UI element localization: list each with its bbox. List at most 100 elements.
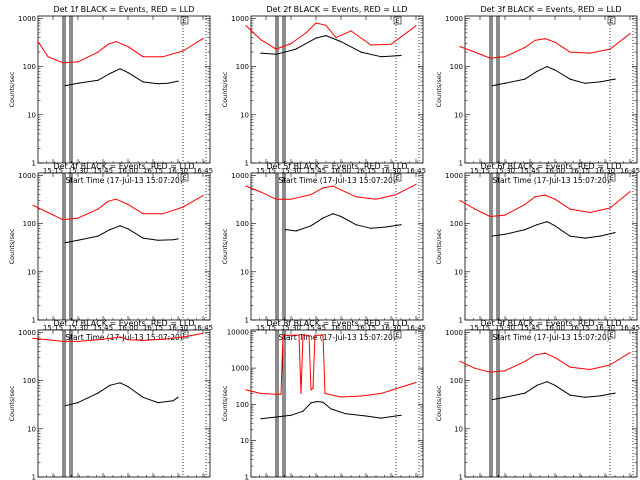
series-events-point [504,82,506,84]
series-lld-point [609,48,611,50]
series-events-point [400,414,402,416]
series-lld-point [275,393,277,395]
series-lld-point [534,354,536,356]
chart-title: Det 1f BLACK = Events, RED = LLD [53,5,194,14]
x-tick-label: 16:00 [118,167,138,175]
series-lld-line [245,334,417,398]
series-lld-point [489,215,491,218]
series-events-point [77,82,79,84]
series-lld-point [310,194,312,196]
flag-box [393,173,402,182]
series-events-line [260,401,402,420]
series-lld-point [202,195,204,197]
x-tick-label: 16:30 [595,167,615,175]
y-tick-label: 1 [459,474,463,480]
series-lld-point [62,219,64,221]
y-tick-label: 10 [27,268,36,276]
series-events-point [157,239,159,241]
y-tick-label: 10 [454,425,463,433]
series-lld-point [77,61,79,63]
y-tick-label: 100 [450,377,463,385]
x-tick-label: 16:00 [545,324,565,332]
x-tick-label: 16:15 [356,167,376,175]
flag-box [393,330,402,339]
series-events-line [491,221,616,239]
series-events-point [524,229,526,231]
flag-box [180,173,189,182]
series-lld-point [370,44,372,46]
series-events-point [380,56,382,58]
series-events-point [97,79,99,81]
y-tick-label: 1 [32,317,36,325]
series-lld-point [524,46,526,49]
x-tick-label: 16:15 [356,324,376,332]
x-axis-label: Start Time (17-Jul-13 15:07:20) [492,333,609,342]
y-tick-label: 1000 [445,15,463,23]
series-lld-point [589,211,591,214]
x-tick-label: 15:45 [520,167,540,175]
series-lld-point [280,393,282,395]
x-tick-label: 16:45 [193,324,213,332]
y-tick-label: 1 [245,160,249,168]
series-events-point [546,381,548,383]
x-tick-label: 15:30 [68,167,88,175]
series-events-point [584,82,586,84]
series-events-point [142,237,144,239]
series-lld-point [97,208,99,210]
y-axis-label: Counts/sec [435,71,443,107]
series-lld-point [554,41,556,43]
series-events-point [380,417,382,419]
y-tick-label: 1 [459,317,463,325]
series-lld-point [569,51,571,53]
chart-panel-5: Det 5f BLACK = Events, RED = LLD E 15:15 15… [221,162,426,342]
series-events-point [275,53,277,55]
y-tick-label: 1 [32,474,36,480]
series-lld-point [375,198,377,200]
series-events-line [491,381,616,401]
series-events-point [491,235,493,237]
series-lld-point [360,395,362,397]
series-lld-line [459,33,631,59]
series-lld-point [290,198,292,200]
series-lld-point [308,334,310,336]
series-events-point [177,80,179,82]
series-events-point [332,213,334,215]
series-lld-point [459,46,461,48]
series-lld-point [589,368,591,371]
series-lld-point [534,39,536,42]
series-lld-point [524,203,526,205]
y-tick-label: 1000 [231,15,249,23]
y-tick-label: 1 [245,474,249,480]
series-events-point [614,78,616,80]
x-tick-label: 15:15 [470,167,490,175]
plot-frame [250,329,424,478]
series-lld-point [107,43,109,45]
y-tick-label: 100 [450,220,463,228]
series-events-point [340,41,342,43]
series-lld-point [332,185,334,187]
series-events-point [614,232,616,234]
x-axis-label: Start Time (17-Jul-13 15:07:20) [278,176,395,185]
series-lld-point [415,25,417,27]
series-lld-point [97,51,99,53]
flag-label: E [610,18,614,25]
series-events-point [127,228,129,230]
x-tick-label: 15:15 [470,324,490,332]
series-events-point [172,400,174,402]
series-lld-line [32,195,204,221]
series-lld-point [290,43,292,45]
series-events-point [400,54,402,57]
flag-box [607,173,616,182]
series-lld-point [314,334,316,336]
series-events-point [167,82,169,84]
x-tick-label: 15:15 [256,167,276,175]
series-lld-point [260,392,262,395]
chart-title: Det 9f BLACK = Events, RED = LLD [480,319,621,328]
series-lld-point [609,207,611,209]
series-events-point [345,413,347,415]
series-lld-point [142,339,144,341]
series-events-point [524,392,526,394]
y-tick-label: 10 [27,111,36,119]
x-tick-label: 16:45 [406,324,426,332]
series-lld-point [629,33,631,35]
